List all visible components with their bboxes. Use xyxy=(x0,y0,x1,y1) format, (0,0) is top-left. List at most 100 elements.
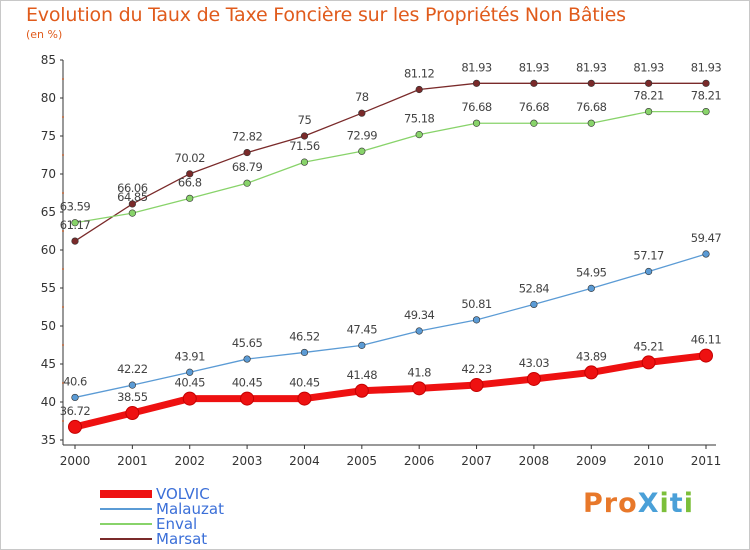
logo-letter: o xyxy=(618,488,638,519)
data-label-volvic: 45.21 xyxy=(633,339,664,353)
chart-title: Evolution du Taux de Taxe Foncière sur l… xyxy=(26,4,626,26)
data-label-marsat: 81.12 xyxy=(404,66,435,80)
data-point-volvic xyxy=(125,406,140,421)
legend-item-volvic: VOLVIC xyxy=(100,485,300,503)
data-point-marsat xyxy=(702,79,710,87)
data-label-marsat: 78 xyxy=(355,90,369,104)
x-tick-label: 2005 xyxy=(347,454,378,468)
data-label-volvic: 40.45 xyxy=(289,376,320,390)
data-label-volvic: 46.11 xyxy=(691,333,722,347)
x-tick-label: 2000 xyxy=(60,454,91,468)
data-point-enval xyxy=(300,158,309,166)
y-tick-label: 65 xyxy=(41,205,56,219)
legend-item-marsat: Marsat xyxy=(100,530,300,548)
data-point-marsat xyxy=(358,109,366,117)
data-point-enval xyxy=(530,119,538,127)
y-tick-label: 70 xyxy=(41,167,56,181)
data-label-malauzat: 45.65 xyxy=(232,336,263,350)
data-point-malauzat xyxy=(587,284,595,292)
legend-item-malauzat: Malauzat xyxy=(100,500,300,518)
x-tick-label: 2011 xyxy=(691,454,722,468)
x-tick-label: 2001 xyxy=(117,454,148,468)
data-point-enval xyxy=(472,119,481,127)
data-label-enval: 76.68 xyxy=(461,100,492,114)
data-point-volvic xyxy=(412,381,427,396)
data-label-malauzat: 52.84 xyxy=(519,281,550,295)
legend-label-enval: Enval xyxy=(156,515,198,533)
data-point-marsat xyxy=(587,79,595,87)
data-label-enval: 63.59 xyxy=(60,200,91,214)
data-point-marsat xyxy=(472,79,481,87)
legend-swatch-malauzat xyxy=(100,508,152,510)
data-point-malauzat xyxy=(300,348,309,357)
y-tick-label: 40 xyxy=(41,395,56,409)
logo-letter: i xyxy=(683,488,694,519)
data-point-malauzat xyxy=(415,327,423,335)
data-label-marsat: 75 xyxy=(298,113,312,127)
data-label-enval: 78.21 xyxy=(633,89,664,103)
legend-swatch-marsat xyxy=(100,538,152,540)
y-tick-label: 80 xyxy=(41,91,56,105)
logo-letter: X xyxy=(637,488,660,519)
data-label-malauzat: 59.47 xyxy=(691,231,722,245)
data-point-volvic xyxy=(526,371,541,386)
data-point-volvic xyxy=(182,391,197,406)
data-label-enval: 71.56 xyxy=(289,139,320,153)
data-point-marsat xyxy=(186,170,194,178)
data-point-marsat xyxy=(530,79,538,87)
data-label-volvic: 43.03 xyxy=(519,356,550,370)
x-tick-label: 2007 xyxy=(461,454,492,468)
data-point-marsat xyxy=(243,148,251,157)
series-line-marsat xyxy=(74,82,707,242)
y-tick-label: 50 xyxy=(41,319,56,333)
data-point-malauzat xyxy=(472,316,481,324)
data-label-volvic: 42.23 xyxy=(461,362,492,376)
data-point-malauzat xyxy=(358,341,366,349)
data-point-malauzat xyxy=(530,300,538,309)
data-label-enval: 75.18 xyxy=(404,112,435,126)
data-label-malauzat: 47.45 xyxy=(347,322,378,336)
data-point-malauzat xyxy=(128,381,136,389)
data-point-enval xyxy=(645,108,653,116)
data-label-enval: 72.99 xyxy=(347,128,378,142)
data-point-malauzat xyxy=(645,267,653,276)
y-tick-label: 45 xyxy=(41,357,56,371)
data-label-volvic: 40.45 xyxy=(175,376,206,390)
legend-item-enval: Enval xyxy=(100,515,300,533)
legend-label-volvic: VOLVIC xyxy=(156,485,210,503)
data-point-malauzat xyxy=(702,250,710,258)
data-point-enval xyxy=(358,147,366,155)
x-tick-label: 2004 xyxy=(289,454,320,468)
legend-label-marsat: Marsat xyxy=(156,530,208,548)
data-point-volvic xyxy=(469,378,484,393)
x-tick-label: 2006 xyxy=(404,454,435,468)
data-label-volvic: 41.48 xyxy=(347,368,378,382)
data-label-marsat: 61.17 xyxy=(60,218,91,232)
data-point-enval xyxy=(243,179,251,187)
y-tick-label: 75 xyxy=(41,129,56,143)
data-label-enval: 76.68 xyxy=(576,100,607,114)
data-label-marsat: 66.06 xyxy=(117,181,148,195)
data-point-enval xyxy=(128,209,136,217)
data-label-marsat: 70.02 xyxy=(175,151,206,165)
data-point-enval xyxy=(186,194,194,202)
series-line-volvic xyxy=(71,352,710,431)
data-point-marsat xyxy=(71,237,79,245)
logo-letter: r xyxy=(603,488,619,519)
data-label-malauzat: 40.6 xyxy=(63,374,87,388)
data-point-volvic xyxy=(584,365,599,380)
data-label-malauzat: 49.34 xyxy=(404,308,435,322)
data-label-marsat: 81.93 xyxy=(691,60,722,74)
legend-label-malauzat: Malauzat xyxy=(156,500,224,518)
data-point-enval xyxy=(415,131,423,139)
series-line-malauzat xyxy=(74,253,707,399)
logo-letter: P xyxy=(583,488,604,519)
data-point-volvic xyxy=(354,383,369,398)
data-point-malauzat xyxy=(243,355,251,363)
data-point-volvic xyxy=(68,419,82,434)
series-line-enval xyxy=(74,110,707,224)
data-point-volvic xyxy=(699,348,713,363)
data-label-volvic: 36.72 xyxy=(60,404,91,418)
